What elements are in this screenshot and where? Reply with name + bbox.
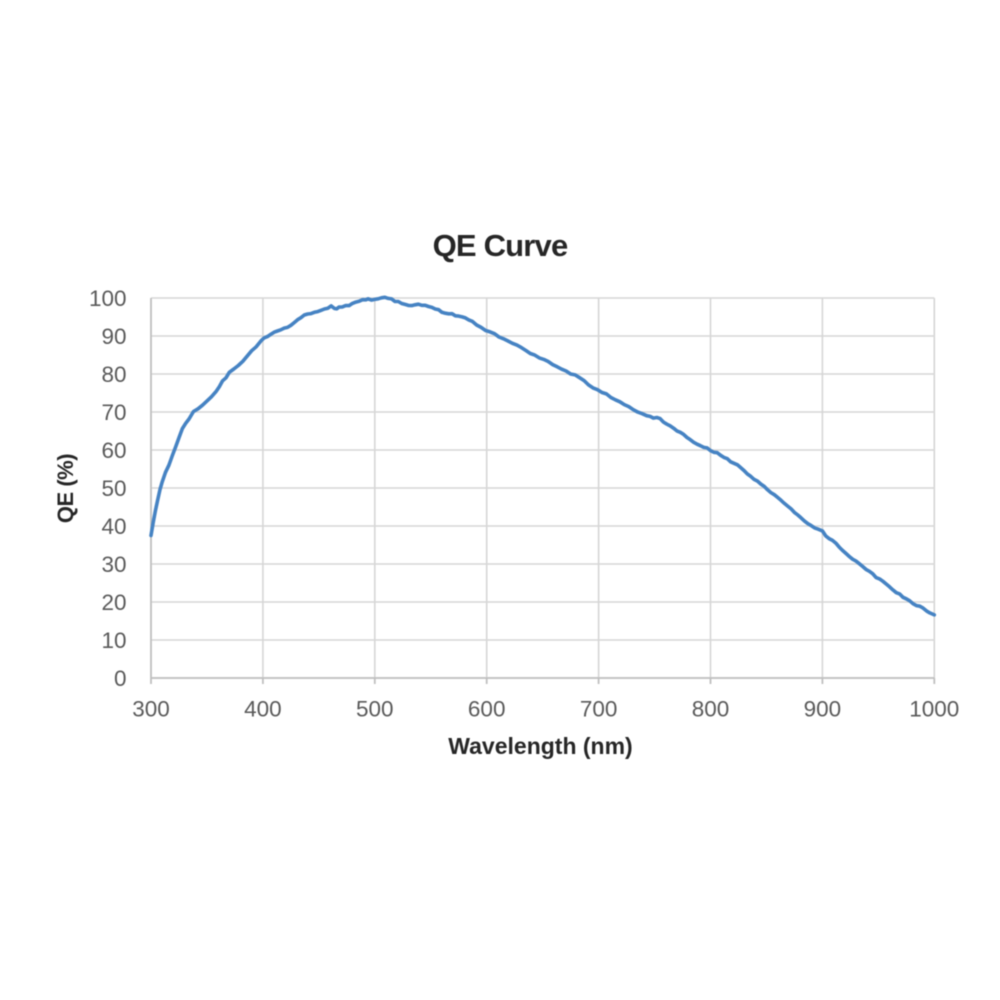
svg-text:600: 600: [468, 697, 506, 722]
svg-text:300: 300: [132, 697, 170, 722]
svg-text:900: 900: [804, 697, 842, 722]
svg-text:700: 700: [580, 697, 618, 722]
svg-text:40: 40: [101, 514, 126, 539]
svg-text:1000: 1000: [909, 697, 959, 722]
svg-text:400: 400: [244, 697, 282, 722]
svg-text:100: 100: [89, 286, 127, 311]
svg-text:Wavelength (nm): Wavelength (nm): [448, 733, 632, 759]
svg-text:80: 80: [101, 362, 126, 387]
svg-text:800: 800: [692, 697, 730, 722]
svg-text:20: 20: [101, 590, 126, 615]
svg-text:QE (%): QE (%): [53, 454, 78, 523]
svg-text:30: 30: [101, 552, 126, 577]
svg-text:500: 500: [356, 697, 394, 722]
svg-text:70: 70: [101, 400, 126, 425]
svg-text:10: 10: [101, 628, 126, 653]
svg-text:90: 90: [101, 324, 126, 349]
svg-text:60: 60: [101, 438, 126, 463]
svg-text:0: 0: [114, 666, 127, 691]
svg-text:QE Curve: QE Curve: [433, 228, 568, 263]
svg-text:50: 50: [101, 476, 126, 501]
